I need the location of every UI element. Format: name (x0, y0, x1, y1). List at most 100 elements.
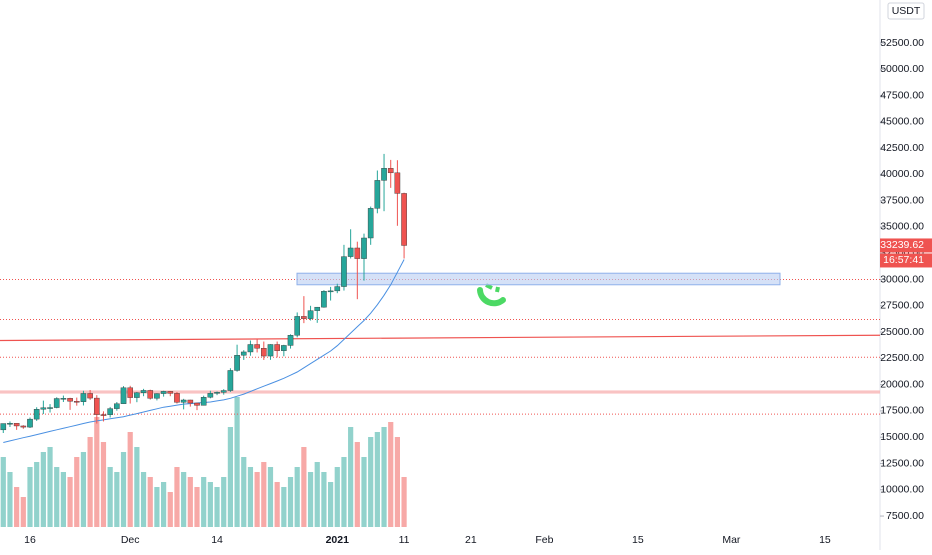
candle-body (87, 393, 93, 399)
volume-bar (174, 467, 180, 527)
x-tick-label: 15 (632, 534, 644, 546)
x-tick-label: 2021 (326, 534, 350, 546)
x-tick-label: Feb (535, 534, 553, 546)
volume-bar (301, 447, 307, 527)
volume-bar (254, 472, 260, 527)
volume-bar (267, 467, 274, 527)
volume-bar (80, 452, 87, 527)
price-tag-label: 33239.62 (880, 239, 924, 251)
y-tick-label: 27500.00 (880, 300, 924, 312)
volume-bar (281, 487, 287, 527)
volume-bar (167, 492, 173, 527)
volume-bar (341, 457, 347, 527)
trend-line (0, 334, 881, 342)
candle-body (354, 247, 361, 259)
volume-bar (134, 447, 140, 527)
candle-body (294, 316, 301, 336)
candle-body (120, 387, 127, 404)
candle-body (200, 397, 207, 406)
x-tick-label: 11 (399, 534, 410, 546)
volume-bar (234, 397, 240, 527)
magnet-icon (477, 283, 506, 307)
candle-body (134, 392, 140, 398)
y-tick-label: 42500.00 (880, 142, 924, 154)
candle-body (207, 393, 214, 398)
volume-bar (381, 427, 387, 527)
volume-bar (47, 447, 53, 527)
volume-bar (361, 457, 367, 527)
zone (296, 272, 781, 286)
volume-bar (401, 477, 407, 527)
countdown: 16:57:41 (883, 254, 924, 266)
volume-bar (74, 457, 80, 527)
candle-body (214, 392, 220, 394)
volume-bar (247, 467, 254, 527)
volume-bar (388, 422, 394, 527)
candle-body (100, 414, 107, 416)
volume-bar (354, 442, 360, 527)
candle-body (334, 286, 341, 292)
y-tick-label: 20000.00 (880, 378, 924, 390)
volume-bar (207, 482, 213, 527)
volume-bar (261, 462, 267, 527)
x-tick-label: 15 (819, 534, 831, 546)
y-tick-label: 52500.00 (880, 37, 924, 49)
candle-body (13, 423, 20, 427)
y-tick-label: 15000.00 (880, 431, 924, 443)
candle-body (401, 193, 407, 246)
candle-body (93, 397, 100, 415)
volume-bar (27, 467, 33, 527)
volume-bar (187, 477, 193, 527)
y-tick-label: 47500.00 (880, 89, 924, 101)
volume-bar (60, 472, 66, 527)
volume-bar (181, 472, 187, 527)
candle-body (367, 208, 374, 239)
volume-bar (20, 497, 26, 527)
volume-bar (14, 487, 20, 527)
volume-bar (87, 437, 93, 527)
volume-bar (307, 472, 314, 527)
candle-body (341, 256, 347, 287)
volume-bar (334, 467, 340, 527)
candle-body (274, 344, 280, 351)
candle-body (287, 335, 294, 346)
volume-bar (287, 477, 294, 527)
candle-body (167, 391, 174, 394)
candle-body (40, 407, 47, 410)
candle-body (160, 391, 167, 394)
volume-bar (34, 462, 40, 527)
volume-bar (194, 487, 200, 527)
volume-bar (120, 452, 127, 527)
volume-bar (314, 462, 320, 527)
y-tick-label: 50000.00 (880, 63, 924, 75)
candle-body (361, 237, 367, 259)
volume-bar (147, 477, 153, 527)
candle-body (0, 423, 7, 431)
volume-bar (221, 477, 227, 527)
x-tick-label: 14 (211, 534, 223, 546)
volume-bar (294, 467, 300, 527)
countdown-tag (880, 253, 932, 268)
volume-bar (368, 437, 374, 527)
candle-body (20, 425, 27, 428)
candle-body (107, 408, 113, 415)
candle-body (254, 344, 260, 349)
candle-body (194, 402, 200, 406)
price-tag (880, 238, 932, 253)
candle-body (220, 390, 227, 393)
candle-body (7, 423, 13, 425)
x-tick-label: Dec (121, 534, 140, 546)
currency-box[interactable] (887, 2, 925, 20)
y-tick-label: 7500.00 (886, 510, 924, 522)
volume-bar (7, 472, 13, 527)
volume-bar (67, 477, 73, 527)
candle-body (247, 344, 254, 353)
candle-body (307, 310, 314, 319)
volume-bar (321, 472, 327, 527)
candle-body (147, 390, 154, 399)
y-tick-label: 10000.00 (880, 484, 924, 496)
candle-body (374, 180, 381, 209)
volume-bar (40, 452, 46, 527)
